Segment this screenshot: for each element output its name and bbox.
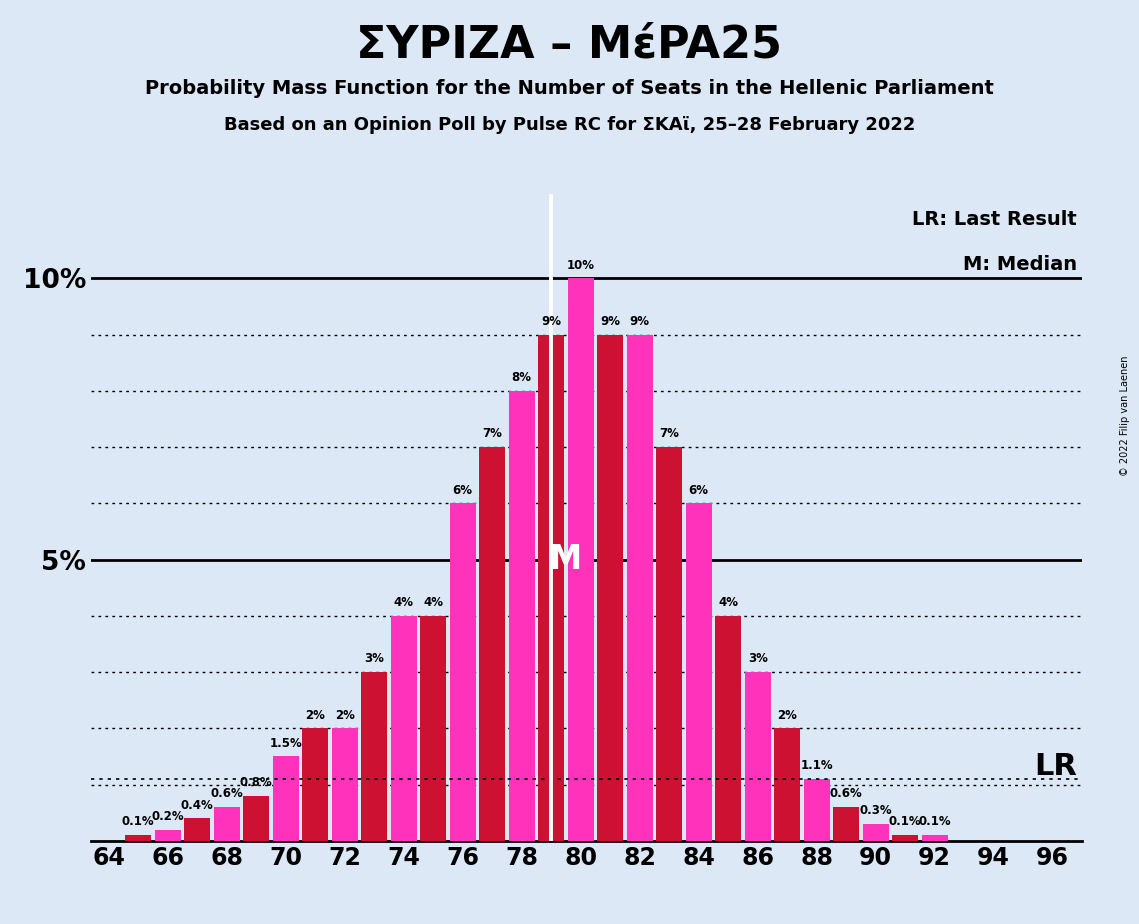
- Text: 0.1%: 0.1%: [918, 816, 951, 829]
- Bar: [775, 728, 800, 841]
- Bar: [185, 819, 211, 841]
- Bar: [361, 672, 387, 841]
- Text: M: M: [549, 543, 582, 577]
- Text: 7%: 7%: [659, 428, 679, 441]
- Text: 9%: 9%: [630, 315, 649, 328]
- Bar: [833, 807, 859, 841]
- Text: 0.3%: 0.3%: [859, 804, 892, 817]
- Text: 1.5%: 1.5%: [270, 736, 302, 749]
- Text: 4%: 4%: [424, 596, 443, 609]
- Text: 0.6%: 0.6%: [211, 787, 243, 800]
- Bar: [597, 334, 623, 841]
- Text: 2%: 2%: [335, 709, 354, 722]
- Bar: [155, 830, 181, 841]
- Bar: [331, 728, 358, 841]
- Bar: [509, 391, 534, 841]
- Bar: [567, 278, 593, 841]
- Bar: [626, 334, 653, 841]
- Text: 2%: 2%: [305, 709, 326, 722]
- Text: 4%: 4%: [719, 596, 738, 609]
- Bar: [273, 757, 298, 841]
- Text: 7%: 7%: [482, 428, 502, 441]
- Bar: [921, 835, 948, 841]
- Bar: [862, 824, 888, 841]
- Text: 6%: 6%: [689, 483, 708, 496]
- Text: 0.6%: 0.6%: [829, 787, 862, 800]
- Text: 4%: 4%: [394, 596, 413, 609]
- Bar: [686, 504, 712, 841]
- Text: 10%: 10%: [567, 259, 595, 272]
- Text: 1.1%: 1.1%: [801, 760, 833, 772]
- Bar: [656, 447, 682, 841]
- Text: Probability Mass Function for the Number of Seats in the Hellenic Parliament: Probability Mass Function for the Number…: [145, 79, 994, 98]
- Text: M: Median: M: Median: [962, 255, 1077, 274]
- Bar: [420, 616, 446, 841]
- Bar: [391, 616, 417, 841]
- Bar: [214, 807, 239, 841]
- Text: 8%: 8%: [511, 371, 532, 384]
- Text: © 2022 Filip van Laenen: © 2022 Filip van Laenen: [1121, 356, 1130, 476]
- Text: 0.2%: 0.2%: [151, 809, 185, 823]
- Text: 3%: 3%: [747, 652, 768, 665]
- Text: 3%: 3%: [364, 652, 384, 665]
- Text: 2%: 2%: [777, 709, 797, 722]
- Text: LR: Last Result: LR: Last Result: [912, 211, 1077, 229]
- Bar: [804, 779, 829, 841]
- Bar: [715, 616, 741, 841]
- Bar: [539, 334, 564, 841]
- Text: 0.8%: 0.8%: [240, 776, 272, 789]
- Bar: [745, 672, 771, 841]
- Text: Based on an Opinion Poll by Pulse RC for ΣΚΑϊ, 25–28 February 2022: Based on an Opinion Poll by Pulse RC for…: [223, 116, 916, 133]
- Text: 6%: 6%: [452, 483, 473, 496]
- Bar: [125, 835, 151, 841]
- Text: 0.1%: 0.1%: [888, 816, 921, 829]
- Text: 0.1%: 0.1%: [122, 816, 155, 829]
- Bar: [480, 447, 506, 841]
- Text: 9%: 9%: [541, 315, 562, 328]
- Bar: [450, 504, 476, 841]
- Text: 0.4%: 0.4%: [181, 798, 214, 811]
- Text: LR: LR: [1034, 752, 1077, 781]
- Bar: [892, 835, 918, 841]
- Text: ΣΥΡΙΖΑ – ΜέPA25: ΣΥΡΙΖΑ – ΜέPA25: [357, 23, 782, 67]
- Bar: [302, 728, 328, 841]
- Text: 9%: 9%: [600, 315, 620, 328]
- Bar: [244, 796, 269, 841]
